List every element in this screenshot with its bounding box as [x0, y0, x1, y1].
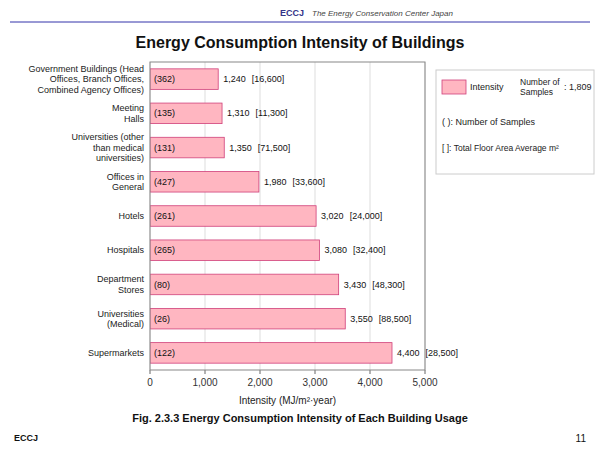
floor-area-label: [28,500]: [426, 348, 459, 358]
floor-area-label: [48,300]: [372, 280, 405, 290]
bar: [150, 137, 224, 158]
x-axis-label: Intensity (MJ/m²·year): [239, 395, 336, 406]
sample-label: (131): [154, 143, 175, 153]
floor-area-label: [11,300]: [256, 108, 288, 118]
legend-note: ( ): Number of Samples: [442, 117, 536, 127]
value-label: 1,240: [223, 74, 246, 84]
header-rule: [10, 22, 590, 23]
value-label: 3,430: [344, 280, 367, 290]
category-label: Supermarkets: [88, 348, 145, 358]
legend: Intensity Number ofSamples : 1,809 ( ): Num…: [436, 70, 594, 174]
category-label: Universities (otherthan medicaluniversit…: [71, 132, 144, 163]
bar: [150, 343, 392, 364]
header-org: The Energy Conservation Center Japan: [312, 9, 454, 18]
tick-mark: [315, 370, 316, 374]
sample-label: (122): [154, 348, 175, 358]
legend-label: Number ofSamples: [520, 77, 560, 97]
floor-area-label: [88,500]: [379, 314, 412, 324]
legend-label: Intensity: [470, 82, 504, 92]
category-label: Universities(Medical): [97, 309, 144, 329]
tick-mark: [205, 370, 206, 374]
value-label: 3,080: [324, 245, 347, 255]
tick-mark: [150, 370, 151, 374]
legend-note: [ ]: Total Floor Area Average m²: [442, 143, 559, 153]
floor-area-label: [33,600]: [292, 177, 325, 187]
chart-title: Energy Consumption Intensity of Building…: [136, 34, 465, 51]
bar: [150, 240, 319, 261]
bar: [150, 103, 222, 124]
floor-area-label: [32,400]: [353, 245, 386, 255]
legend-label: : 1,809: [564, 82, 592, 92]
sample-label: (80): [154, 280, 170, 290]
tick-label: 4,000: [357, 377, 382, 388]
tick-label: 1,000: [192, 377, 217, 388]
labels: Government Buildings (HeadOffices, Branc…: [28, 64, 458, 358]
tick-mark: [425, 370, 426, 374]
plot-frame: [150, 62, 425, 370]
floor-area-label: [24,000]: [350, 211, 383, 221]
bar: [150, 69, 218, 90]
floor-area-label: [16,600]: [252, 74, 285, 84]
sample-label: (26): [154, 314, 170, 324]
category-label: Offices inGeneral: [107, 172, 144, 192]
header-logo: ECCJ: [280, 8, 304, 18]
bar: [150, 206, 316, 227]
bars: [150, 69, 392, 363]
x-axis: 0 1,000 2,000 3,000 4,000 5,000: [147, 62, 438, 388]
sample-label: (261): [154, 211, 175, 221]
tick-label: 3,000: [302, 377, 327, 388]
legend-swatch: [442, 80, 466, 94]
value-label: 3,550: [350, 314, 373, 324]
category-label: MeetingHalls: [112, 103, 145, 123]
chart-svg: ECCJ The Energy Conservation Center Japan…: [0, 0, 600, 450]
sample-label: (362): [154, 74, 175, 84]
plot-background: [150, 62, 425, 370]
value-label: 1,310: [227, 108, 250, 118]
category-label: Hotels: [118, 211, 144, 221]
bar: [150, 274, 339, 295]
sample-label: (265): [154, 245, 175, 255]
footer-logo: ECCJ: [14, 433, 38, 443]
tick-mark: [260, 370, 261, 374]
tick-label: 2,000: [247, 377, 272, 388]
category-label: Government Buildings (HeadOffices, Branc…: [28, 64, 144, 95]
tick-label: 5,000: [412, 377, 437, 388]
value-label: 3,020: [321, 211, 344, 221]
page-number: 11: [576, 433, 587, 444]
legend-box: [436, 70, 594, 174]
bar: [150, 308, 345, 329]
sample-label: (135): [154, 108, 175, 118]
figure-caption: Fig. 2.3.3 Energy Consumption Intensity …: [132, 412, 468, 424]
bar: [150, 172, 259, 193]
value-label: 1,980: [264, 177, 287, 187]
tick-mark: [370, 370, 371, 374]
floor-area-label: [71,500]: [258, 143, 291, 153]
value-label: 4,400: [397, 348, 420, 358]
value-label: 1,350: [229, 143, 252, 153]
category-label: Hospitals: [107, 245, 145, 255]
category-label: DepartmentStores: [97, 274, 145, 294]
sample-label: (427): [154, 177, 175, 187]
tick-label: 0: [147, 377, 153, 388]
